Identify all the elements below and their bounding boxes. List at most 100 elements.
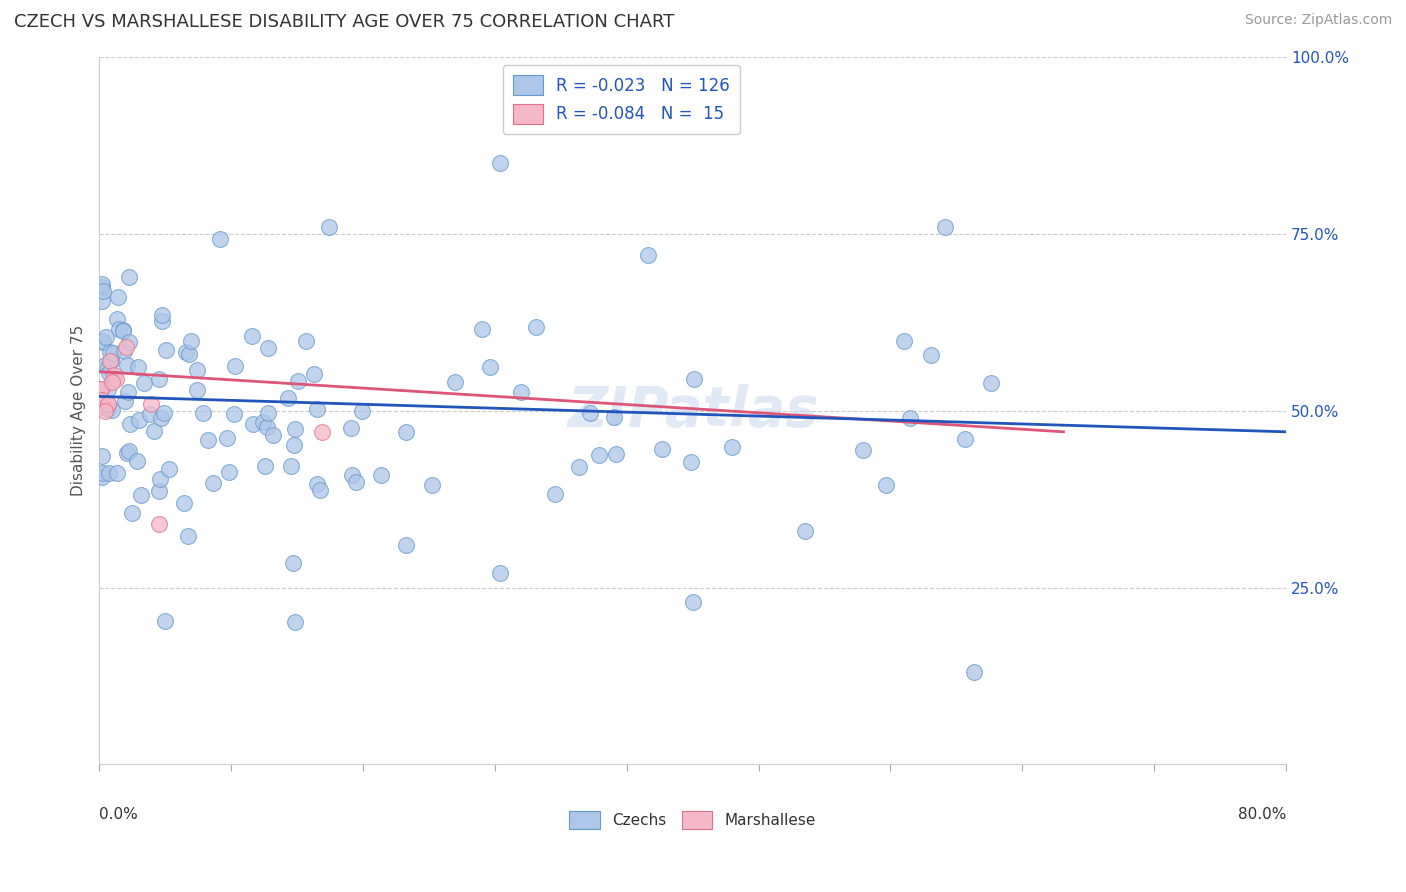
Point [252,415,274,429]
Point [920,348,942,362]
Point [139,407,162,421]
Point [118,443,141,458]
Point [155,343,177,357]
Point [115,446,138,460]
Point [568,459,591,474]
Point [176,528,198,542]
Point [91,470,114,484]
Point [605,447,627,461]
Text: 80.0%: 80.0% [1237,807,1286,822]
Point [103,368,125,383]
Point [90,382,112,396]
Point [524,319,547,334]
Point [422,478,444,492]
Point [174,345,197,359]
Point [98,466,121,480]
Point [720,440,742,454]
Point [148,516,170,531]
Point [120,417,142,431]
Point [287,375,309,389]
Point [97,366,120,380]
Point [224,359,246,374]
Point [224,407,246,421]
Point [208,232,231,246]
Point [150,308,173,322]
Point [305,402,328,417]
Point [117,385,139,400]
Point [579,406,602,420]
Point [97,401,120,416]
Point [148,372,170,386]
Point [682,595,704,609]
Point [101,403,124,417]
Point [173,496,195,510]
Point [97,359,120,374]
Point [257,406,280,420]
Point [91,284,114,298]
Point [141,396,163,410]
Point [342,467,364,482]
Point [148,484,170,499]
Point [283,556,305,570]
Point [105,466,128,480]
Text: 0.0%: 0.0% [100,807,138,822]
Point [197,433,219,447]
Point [256,420,278,434]
Point [302,367,325,381]
Point [94,358,117,372]
Point [134,376,156,391]
Point [127,360,149,375]
Point [254,458,277,473]
Point [953,432,976,446]
Point [603,410,626,425]
Point [489,156,512,170]
Point [651,442,673,456]
Point [93,400,115,414]
Point [91,334,114,348]
Point [150,314,173,328]
Legend: Czechs, Marshallese: Czechs, Marshallese [564,805,823,835]
Point [153,405,176,419]
Point [489,566,512,581]
Point [340,421,363,435]
Point [893,334,915,348]
Point [96,330,118,344]
Point [295,334,318,348]
Point [91,334,114,349]
Point [91,277,114,291]
Point [679,455,702,469]
Point [544,487,567,501]
Point [637,248,659,262]
Point [121,506,143,520]
Text: ZIPatlas: ZIPatlas [567,384,818,438]
Point [395,425,418,439]
Point [129,488,152,502]
Point [934,219,956,234]
Y-axis label: Disability Age Over 75: Disability Age Over 75 [72,325,86,496]
Point [118,334,141,349]
Point [91,280,114,294]
Point [97,396,120,410]
Point [112,324,135,338]
Point [370,468,392,483]
Point [97,382,120,396]
Point [128,413,150,427]
Point [307,477,329,491]
Point [101,376,124,390]
Point [283,438,305,452]
Point [179,347,201,361]
Point [217,431,239,445]
Point [682,372,704,386]
Point [107,290,129,304]
Point [186,362,208,376]
Point [963,665,986,680]
Text: Source: ZipAtlas.com: Source: ZipAtlas.com [1244,13,1392,28]
Point [105,311,128,326]
Point [98,345,121,359]
Point [394,538,416,552]
Point [142,425,165,439]
Point [350,404,373,418]
Point [180,334,202,348]
Point [256,341,278,355]
Point [112,343,135,358]
